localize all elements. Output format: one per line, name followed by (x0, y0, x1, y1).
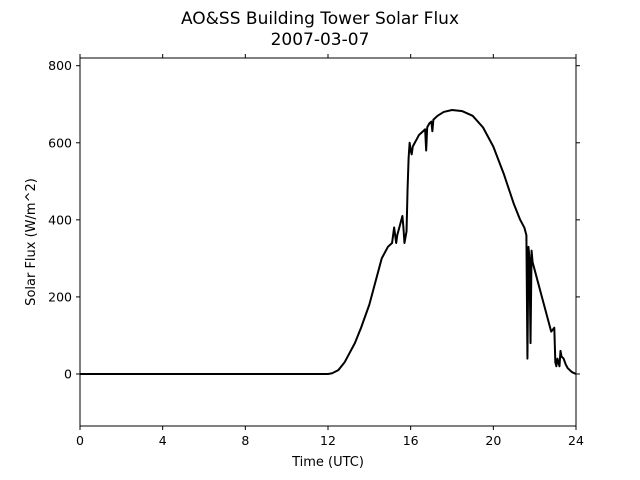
y-axis: 0 200 400 600 800 (48, 58, 580, 381)
y-tick-label: 0 (64, 366, 72, 381)
x-axis-label: Time (UTC) (291, 455, 364, 470)
x-tick-label: 20 (485, 433, 501, 448)
chart-subtitle: 2007-03-07 (271, 30, 370, 50)
x-tick-label: 24 (568, 433, 584, 448)
y-tick-label: 800 (48, 58, 72, 73)
x-tick-label: 0 (76, 433, 84, 448)
y-tick-label: 600 (48, 135, 72, 150)
solar-flux-series-line (80, 109, 577, 375)
y-tick-label: 400 (48, 212, 72, 227)
y-axis-label: Solar Flux (W/m^2) (24, 178, 39, 306)
x-axis: 0 4 8 12 16 20 24 (76, 54, 584, 448)
x-tick-label: 12 (320, 433, 336, 448)
plot-area-frame (79, 57, 577, 427)
y-tick-label: 200 (48, 289, 72, 304)
x-tick-label: 4 (159, 433, 167, 448)
chart-title: AO&SS Building Tower Solar Flux (181, 9, 459, 29)
x-tick-label: 8 (241, 433, 249, 448)
x-tick-label: 16 (403, 433, 419, 448)
